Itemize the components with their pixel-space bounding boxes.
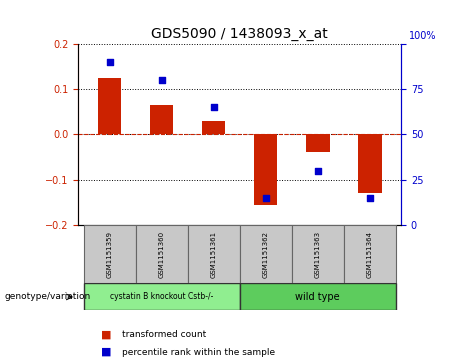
Text: genotype/variation: genotype/variation [5,293,91,301]
Bar [150,105,173,134]
Text: ■: ■ [101,347,112,357]
Text: GSM1151360: GSM1151360 [159,231,165,278]
Text: GSM1151362: GSM1151362 [263,231,269,278]
Bar [344,225,396,283]
Bar [358,134,382,193]
Bar [136,225,188,283]
Bar [306,134,330,152]
Bar [98,78,121,134]
Text: wild type: wild type [296,292,340,302]
Point [210,104,218,110]
Bar [202,121,225,134]
Text: GSM1151364: GSM1151364 [367,231,373,278]
Point [106,59,113,65]
Point [158,77,165,83]
Bar [292,225,344,283]
Bar [240,225,292,283]
Text: transformed count: transformed count [122,330,207,339]
Bar [83,283,240,310]
Point [262,195,269,201]
Text: percentile rank within the sample: percentile rank within the sample [122,348,275,356]
Point [314,168,321,174]
Text: ■: ■ [101,330,112,340]
Text: GSM1151363: GSM1151363 [315,231,321,278]
Bar [83,225,136,283]
Bar [240,283,396,310]
Bar [254,134,278,205]
Text: 100%: 100% [409,31,437,41]
Point [366,195,373,201]
Text: GSM1151361: GSM1151361 [211,231,217,278]
Title: GDS5090 / 1438093_x_at: GDS5090 / 1438093_x_at [151,27,328,41]
Bar [188,225,240,283]
Text: GSM1151359: GSM1151359 [106,231,112,278]
Text: cystatin B knockout Cstb-/-: cystatin B knockout Cstb-/- [110,292,213,301]
